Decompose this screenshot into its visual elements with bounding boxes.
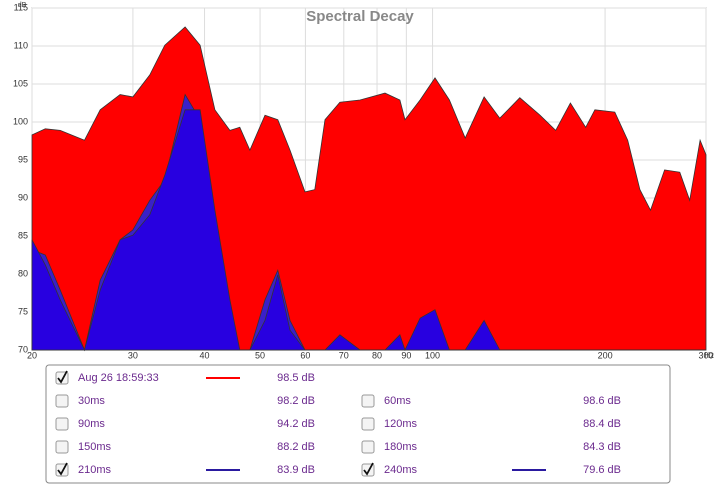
legend-reading: 98.6 dB xyxy=(583,395,621,407)
x-tick-label: 300 xyxy=(698,350,713,360)
legend-name: 120ms xyxy=(384,418,418,430)
legend-reading: 79.6 dB xyxy=(583,464,621,476)
legend-name: 210ms xyxy=(78,464,112,476)
areas xyxy=(31,26,707,352)
checkbox[interactable] xyxy=(55,394,69,408)
y-tick-label: 70 xyxy=(18,344,28,354)
ticks: 70 75 80 85 90 95 100 105 110 115 20 30 40 50 60 70 80 90… xyxy=(13,2,714,360)
x-tick-label: 60 xyxy=(300,350,310,360)
checkbox[interactable] xyxy=(55,440,69,454)
legend-reading: 98.2 dB xyxy=(277,395,315,407)
y-tick-label: 110 xyxy=(14,40,28,50)
area xyxy=(31,109,706,352)
legend-reading: 88.2 dB xyxy=(277,441,315,453)
x-tick-label: 30 xyxy=(128,350,138,360)
checkbox[interactable] xyxy=(361,394,375,408)
x-tick-label: 20 xyxy=(27,350,37,360)
legend-name: 180ms xyxy=(384,441,418,453)
legend-name: 240ms xyxy=(384,464,418,476)
y-tick-label: 100 xyxy=(13,116,28,126)
y-tick-label: 80 xyxy=(18,268,28,278)
checkmark xyxy=(57,370,68,384)
legend: Aug 26 18:59:33 98.5 dB 30ms 98.2 dB 60ms 98.… xyxy=(55,370,621,477)
y-tick-label: 75 xyxy=(18,306,28,316)
legend-reading: 88.4 dB xyxy=(583,418,621,430)
x-tick-label: 100 xyxy=(425,350,440,360)
y-tick-label: 105 xyxy=(13,78,28,88)
legend-reading: 83.9 dB xyxy=(277,464,315,476)
x-axis-label: Hz xyxy=(704,351,714,360)
chart-title: Spectral Decay xyxy=(306,8,414,25)
y-tick-label: 85 xyxy=(18,230,28,240)
x-tick-label: 200 xyxy=(598,350,613,360)
x-tick-label: 40 xyxy=(200,350,210,360)
checkmark xyxy=(363,462,374,476)
checkmark xyxy=(57,462,68,476)
x-tick-label: 80 xyxy=(372,350,382,360)
y-tick-label: 115 xyxy=(14,2,28,12)
legend-name: 90ms xyxy=(78,418,105,430)
y-tick-label: 95 xyxy=(18,154,28,164)
legend-reading: 84.3 dB xyxy=(583,441,621,453)
x-tick-label: 90 xyxy=(401,350,411,360)
checkbox[interactable] xyxy=(55,417,69,431)
y-axis-label: dB xyxy=(18,2,27,9)
legend-name: 150ms xyxy=(78,441,112,453)
legend-name: 30ms xyxy=(78,395,105,407)
x-tick-label: 70 xyxy=(339,350,349,360)
legend-panel xyxy=(45,364,671,484)
legend-reading: 94.2 dB xyxy=(277,418,315,430)
legend-reading: 98.5 dB xyxy=(277,372,315,384)
y-tick-label: 90 xyxy=(18,192,28,202)
x-tick-label: 50 xyxy=(255,350,265,360)
legend-name: 60ms xyxy=(384,395,411,407)
checkbox[interactable] xyxy=(361,440,375,454)
legend-name: Aug 26 18:59:33 xyxy=(78,372,159,384)
checkbox[interactable] xyxy=(361,417,375,431)
